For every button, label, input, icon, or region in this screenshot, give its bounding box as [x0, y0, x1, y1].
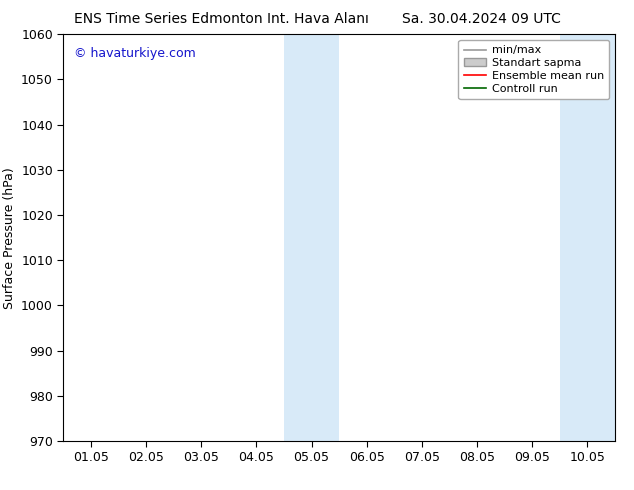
Y-axis label: Surface Pressure (hPa): Surface Pressure (hPa)	[3, 167, 16, 309]
Legend: min/max, Standart sapma, Ensemble mean run, Controll run: min/max, Standart sapma, Ensemble mean r…	[458, 40, 609, 99]
Bar	[284, 34, 339, 441]
Text: ENS Time Series Edmonton Int. Hava Alanı: ENS Time Series Edmonton Int. Hava Alanı	[74, 12, 370, 26]
Text: Sa. 30.04.2024 09 UTC: Sa. 30.04.2024 09 UTC	[403, 12, 561, 26]
Bar	[560, 34, 615, 441]
Text: © havaturkiye.com: © havaturkiye.com	[74, 47, 196, 59]
